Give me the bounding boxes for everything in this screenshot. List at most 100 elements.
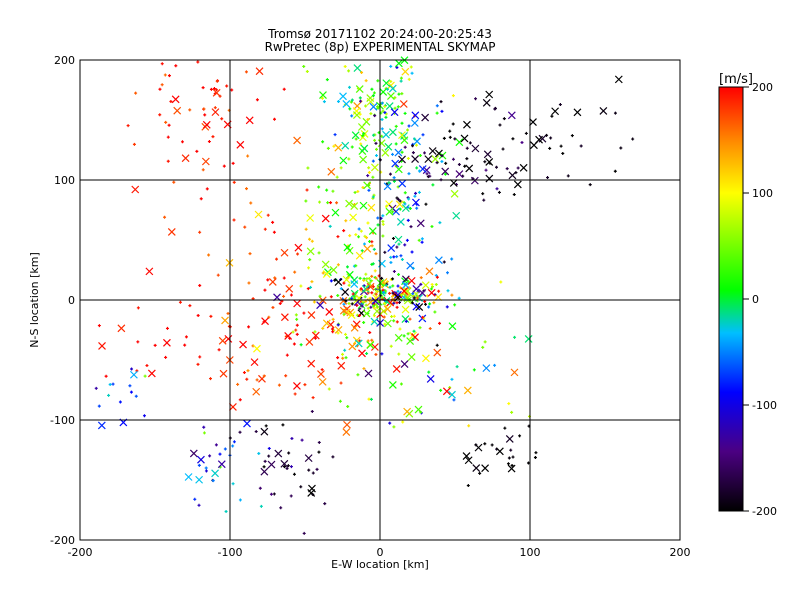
scatter-point-small (410, 71, 414, 75)
scatter-point-small (391, 291, 395, 295)
scatter-point-small (406, 332, 410, 336)
scatter-point-small (393, 96, 397, 100)
scatter-point-small (232, 180, 236, 184)
scatter-point-small (373, 138, 377, 142)
scatter-point-x (293, 136, 302, 145)
scatter-point-small (401, 420, 405, 424)
scatter-point-small (172, 180, 176, 184)
scatter-point-small (505, 167, 509, 171)
scatter-point-small (374, 141, 378, 145)
scatter-point-small (434, 282, 438, 286)
scatter-point-small (428, 174, 432, 178)
scatter-point-x (535, 135, 543, 144)
scatter-point-small (367, 166, 371, 170)
scatter-point-small (363, 295, 367, 299)
scatter-point-small (507, 456, 511, 460)
scatter-point-small (335, 175, 339, 179)
scatter-point-x (394, 148, 403, 157)
scatter-point-small (382, 290, 386, 294)
scatter-point-small (442, 136, 446, 140)
scatter-point-small (277, 383, 281, 387)
scatter-point-x (98, 342, 106, 350)
scatter-point-small (365, 277, 369, 281)
scatter-point-small (371, 195, 375, 199)
scatter-point-small (399, 254, 403, 258)
scatter-point-small (263, 288, 267, 292)
scatter-point-x (145, 267, 154, 276)
scatter-point-small (427, 370, 431, 374)
scatter-points (94, 56, 635, 535)
scatter-point-small (438, 221, 442, 225)
scatter-point-small (527, 414, 531, 418)
scatter-point-small (315, 467, 319, 471)
scatter-point-small (403, 191, 407, 195)
scatter-point-small (369, 112, 373, 116)
scatter-point-small (503, 426, 507, 430)
scatter-point-small (215, 88, 219, 92)
scatter-point-x (394, 165, 403, 174)
scatter-point-small (388, 172, 392, 176)
scatter-point-small (383, 111, 387, 115)
scatter-point-x (97, 421, 106, 430)
scatter-point-small (420, 237, 424, 241)
scatter-point-small (366, 306, 370, 310)
scatter-point-x (173, 106, 182, 115)
scatter-point-x (400, 287, 409, 295)
scatter-point-x (341, 288, 350, 297)
scatter-point-small (158, 87, 162, 91)
scatter-point-x (387, 92, 395, 101)
scatter-point-x (387, 244, 396, 253)
scatter-point-small (165, 326, 169, 330)
scatter-point-small (289, 494, 293, 498)
scatter-point-small (498, 123, 502, 127)
scatter-point-small (164, 355, 168, 359)
scatter-point-x (342, 99, 351, 108)
scatter-point-small (333, 278, 337, 282)
scatter-point-small (376, 79, 380, 83)
scatter-point-small (278, 302, 282, 306)
scatter-point-small (213, 106, 217, 110)
scatter-point-small (303, 383, 307, 387)
scatter-point-x (382, 79, 391, 88)
scatter-point-small (163, 215, 167, 219)
scatter-point-small (399, 76, 403, 80)
scatter-point-small (435, 111, 439, 115)
scatter-point-small (372, 193, 376, 197)
scatter-point-small (391, 236, 395, 240)
scatter-point-small (381, 234, 385, 238)
scatter-point-x (485, 157, 494, 166)
scatter-point-small (271, 305, 275, 309)
scatter-point-small (365, 352, 369, 356)
scatter-point-x (339, 92, 347, 101)
scatter-point-small (407, 77, 411, 81)
scatter-point-small (205, 187, 209, 191)
scatter-point-x (510, 368, 519, 377)
scatter-point-x (212, 88, 221, 97)
scatter-point-small (366, 221, 370, 225)
scatter-point-small (336, 293, 340, 297)
scatter-point-small (211, 135, 215, 139)
scatter-point-x (306, 214, 315, 222)
scatter-point-x (366, 97, 375, 106)
scatter-point-small (338, 399, 342, 403)
scatter-point-small (299, 485, 303, 489)
scatter-point-small (403, 111, 407, 115)
scatter-point-small (435, 104, 439, 108)
scatter-point-x (181, 154, 190, 163)
scatter-point-x (421, 113, 430, 122)
scatter-point-x (285, 284, 294, 293)
scatter-point-small (389, 79, 393, 83)
scatter-point-small (202, 431, 206, 435)
scatter-point-small (482, 198, 486, 202)
scatter-point-small (143, 374, 147, 378)
scatter-point-small (359, 287, 363, 291)
scatter-point-x (321, 260, 330, 269)
scatter-point-small (409, 65, 413, 69)
scatter-point-small (412, 296, 416, 300)
scatter-point-small (354, 233, 358, 237)
scatter-point-small (443, 172, 447, 176)
colorbar-tick-label: 200 (752, 81, 773, 94)
scatter-point-x (355, 251, 364, 260)
scatter-point-x (462, 452, 471, 461)
scatter-point-x (304, 454, 313, 463)
